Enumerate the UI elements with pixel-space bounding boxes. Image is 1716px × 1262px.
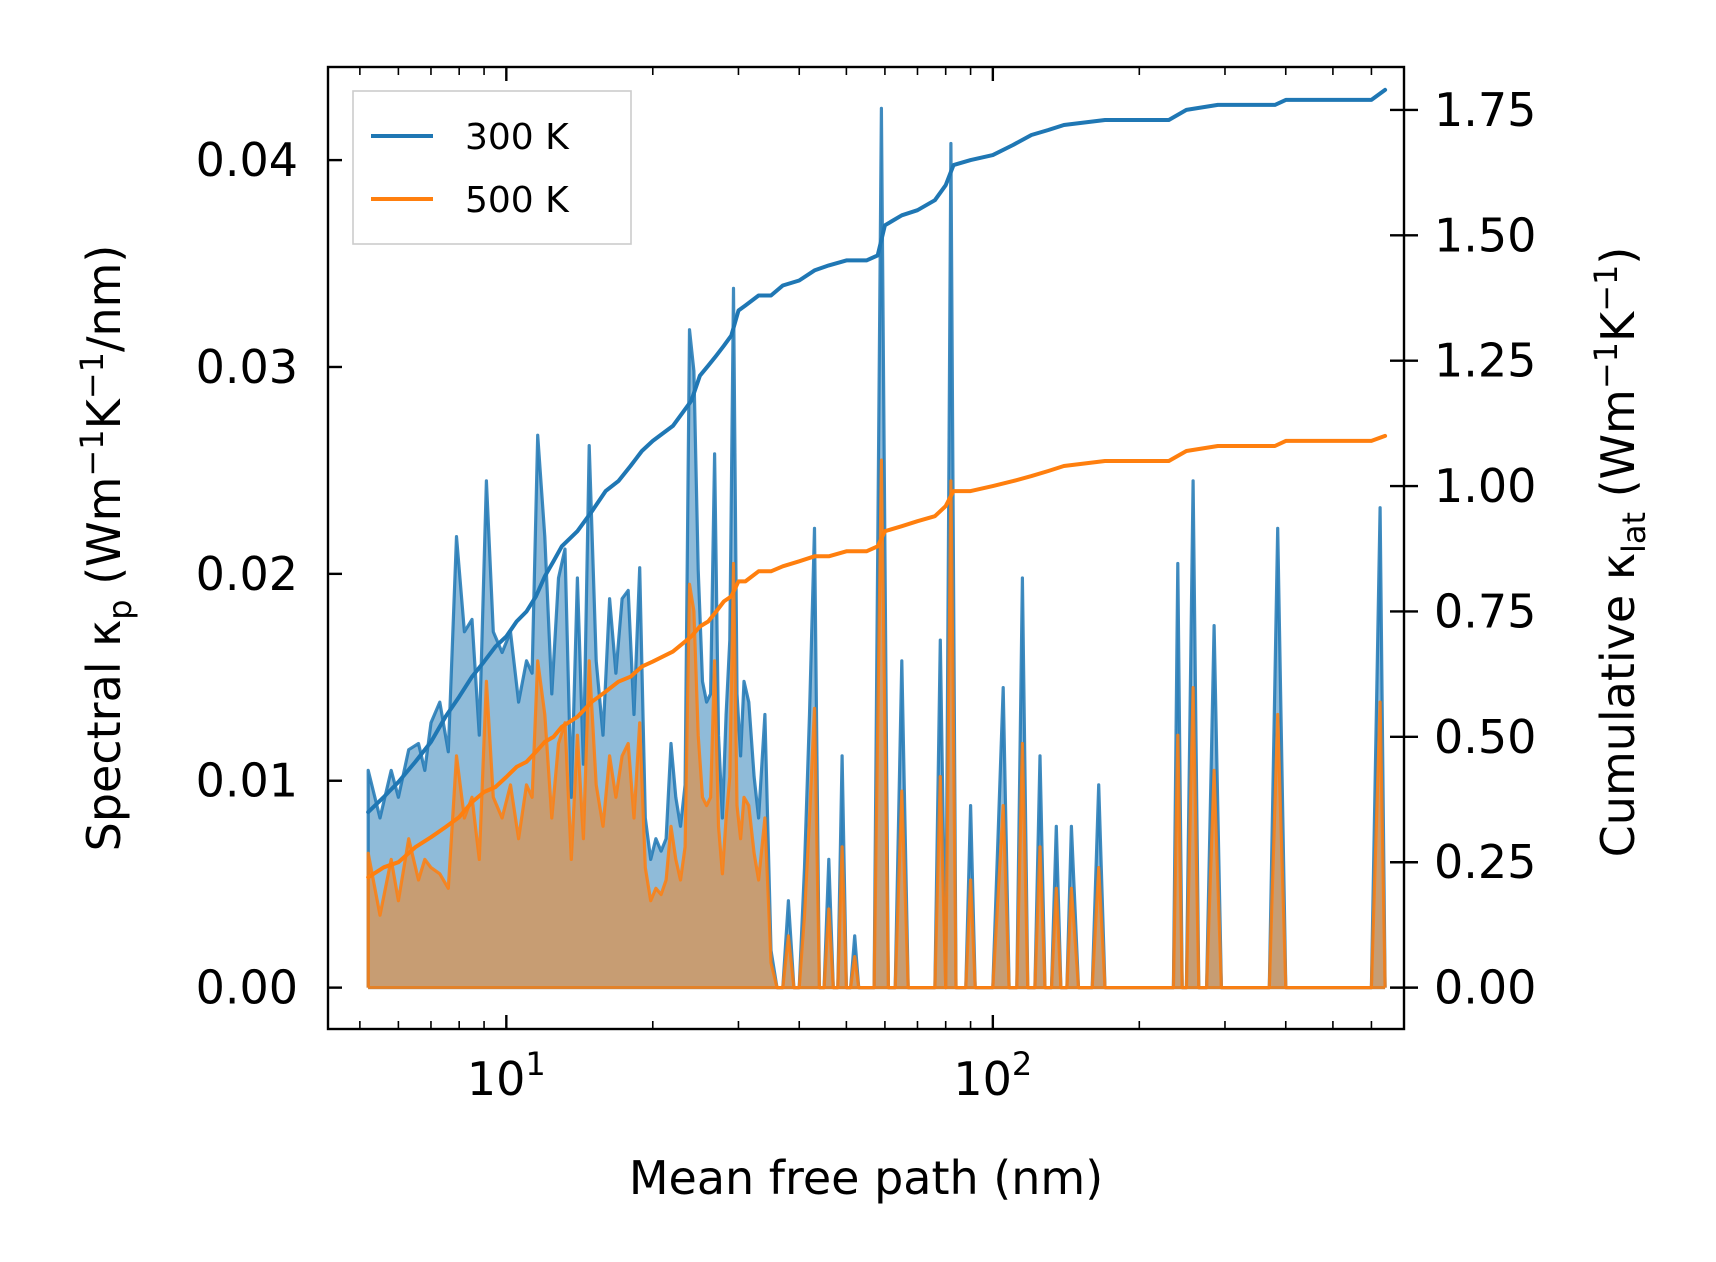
left-y-tick-label: 0.02 [196, 547, 298, 601]
right-y-tick-label: 1.25 [1434, 334, 1536, 388]
right-axis-label-part: Cumulative κ [1591, 553, 1645, 857]
plot-clipped-content [366, 87, 1388, 990]
right-y-tick-label: 1.75 [1434, 83, 1536, 137]
left-y-tick-label: 0.04 [196, 133, 298, 187]
right-axis-label-superscript: −1 [1587, 342, 1625, 389]
right-axis-label-part: K [1591, 310, 1645, 342]
left-y-tick-label: 0.03 [196, 340, 298, 394]
left-axis-label-part: K [77, 397, 131, 429]
legend-box [352, 90, 632, 245]
left-axis-label: Spectral κp (Wm−1K−1/nm) [73, 245, 139, 852]
left-axis-label-part: (Wm [77, 477, 131, 600]
right-axis-label-part: (Wm [1591, 389, 1645, 512]
cumulative-line-500k [366, 433, 1388, 880]
legend-label-500k: 500 K [465, 180, 570, 221]
right-y-tick-label: 0.75 [1434, 584, 1536, 638]
spectral-area-500k [368, 460, 1386, 988]
left-y-tick-label: 0.00 [196, 961, 298, 1015]
left-axis-label-subscript: p [101, 599, 139, 619]
x-tick-label-base: 10 [953, 1052, 1012, 1106]
x-axis-label: Mean free path (nm) [629, 1151, 1103, 1205]
left-y-tick-label: 0.01 [196, 754, 298, 808]
right-axis-label-part: ) [1591, 247, 1645, 265]
x-tick-label: 102 [953, 1045, 1032, 1106]
x-tick-label: 101 [467, 1045, 546, 1106]
legend: 300 K 500 K [352, 90, 632, 245]
x-tick-label-base: 10 [467, 1052, 526, 1106]
x-tick-label-exponent: 2 [1012, 1045, 1032, 1083]
right-y-tick-label: 1.00 [1434, 459, 1536, 513]
right-y-tick-label: 0.25 [1434, 835, 1536, 889]
plot-frame [326, 65, 1406, 1031]
right-y-tick-label: 0.50 [1434, 710, 1536, 764]
right-y-tick-label: 0.00 [1434, 961, 1536, 1015]
right-y-tick-label: 1.50 [1434, 208, 1536, 262]
legend-label-300k: 300 K [465, 117, 570, 158]
tick-labels: 101 1020.000.010.020.030.040.000.250.500.… [196, 83, 1537, 1106]
x-tick-label-exponent: 1 [525, 1045, 545, 1083]
left-axis-label-superscript: −1 [73, 352, 111, 399]
right-axis-label: Cumulative κlat (Wm−1K−1) [1587, 247, 1653, 858]
right-axis-label-superscript: −1 [1587, 265, 1625, 312]
cumulative-line-300k [366, 87, 1388, 815]
tick-marks [328, 67, 1418, 1029]
plot-area [366, 87, 1388, 990]
left-axis-label-part: Spectral κ [77, 620, 131, 852]
left-axis-label-part: /nm) [77, 245, 131, 352]
left-axis-label-superscript: −1 [73, 429, 111, 476]
right-axis-label-subscript: lat [1615, 512, 1653, 553]
